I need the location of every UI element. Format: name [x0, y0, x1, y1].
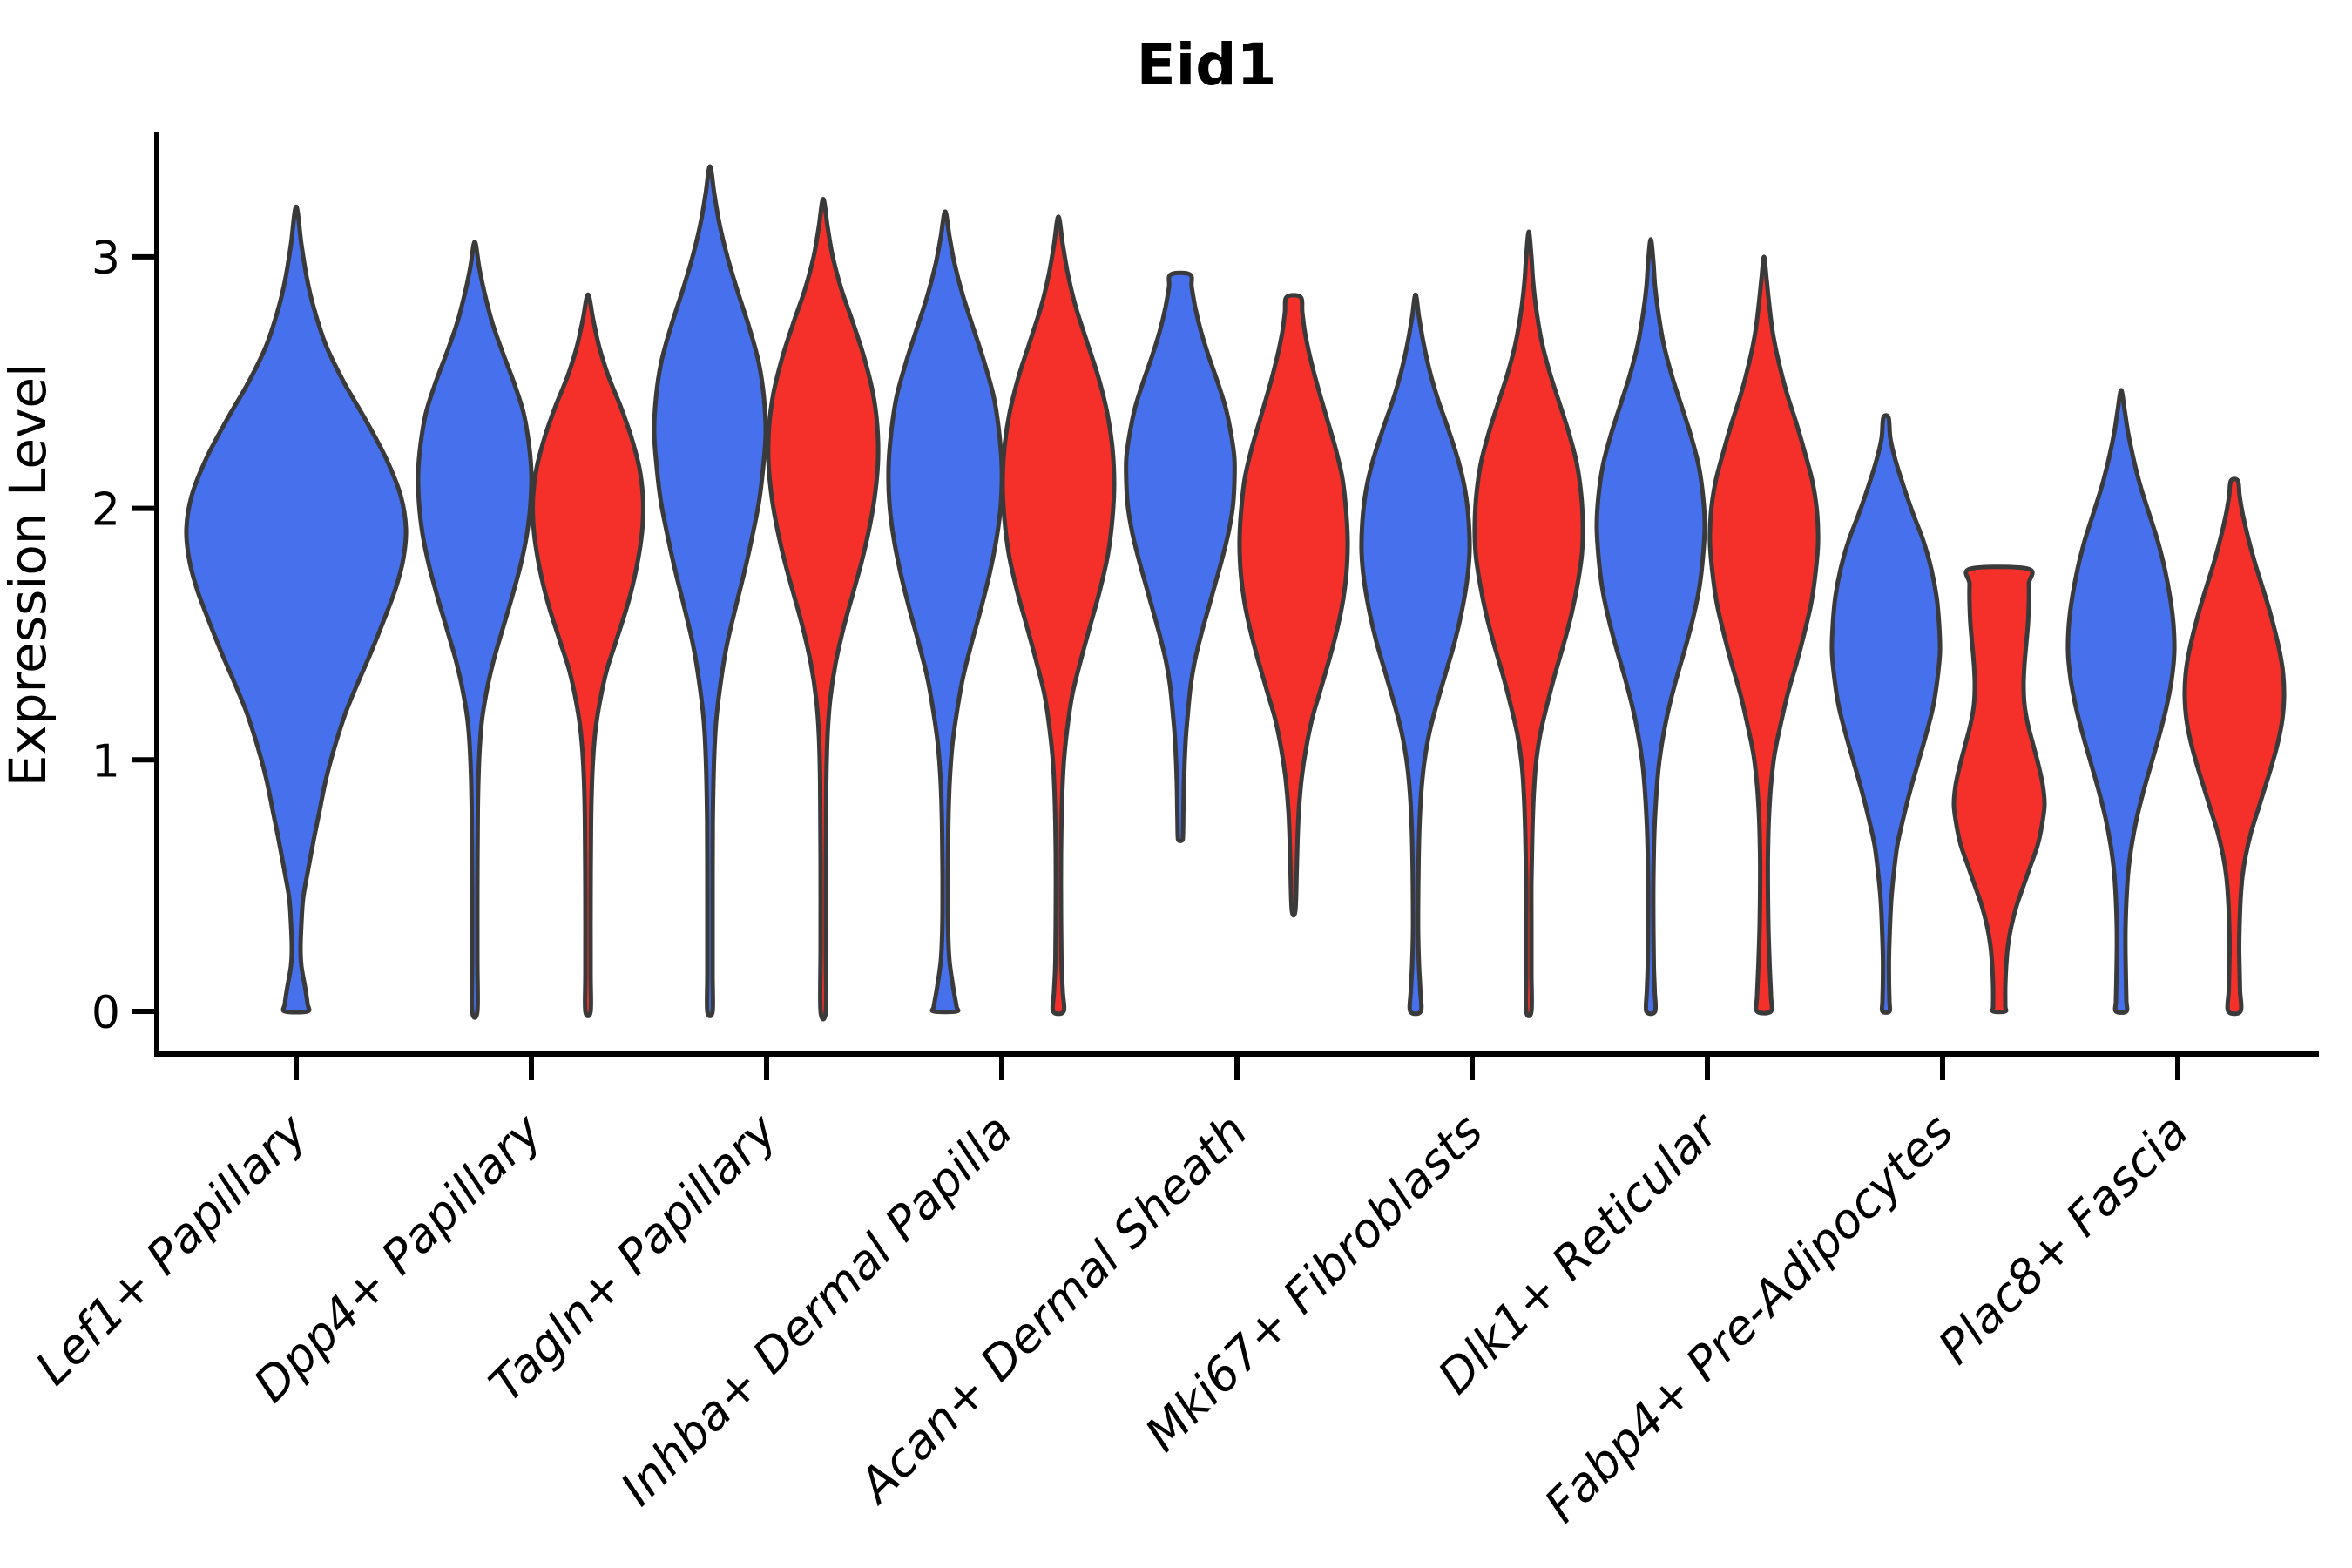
y-tick-label-3: 3: [91, 233, 120, 285]
chart-title: Eid1: [1137, 31, 1277, 98]
violin-dpp4-papillary-blue: [416, 240, 534, 1020]
axes-layer: [132, 132, 2319, 1080]
violin-tagln-papillary-blue: [652, 164, 768, 1018]
violin-inhba-dermal-papilla-red: [1000, 214, 1117, 1017]
violin-acan-dermal-sheath-blue: [1124, 270, 1237, 843]
y-tick-label-1: 1: [91, 735, 120, 787]
violin-plac8-fascia-blue: [2065, 388, 2177, 1015]
violin-mki67-fibroblasts-blue: [1359, 292, 1472, 1017]
violin-plac8-fascia-red: [2182, 476, 2287, 1017]
violins-layer: [184, 164, 2287, 1022]
violin-acan-dermal-sheath-red: [1237, 293, 1350, 918]
y-tick-label-0: 0: [91, 987, 120, 1039]
y-tick-label-2: 2: [91, 484, 120, 537]
violin-lef1-papillary-blue: [184, 204, 409, 1015]
violin-dlk1-reticular-red: [1707, 254, 1821, 1016]
violin-dpp4-papillary-red: [531, 292, 645, 1018]
violin-fabp4-pre-adipocytes-blue: [1829, 413, 1943, 1015]
violin-fabp4-pre-adipocytes-red: [1951, 564, 2047, 1015]
y-axis-label: Expression Level: [0, 363, 57, 787]
violin-mki67-fibroblasts-red: [1472, 229, 1585, 1018]
violin-dlk1-reticular-blue: [1594, 237, 1707, 1017]
violin-tagln-papillary-red: [766, 197, 881, 1022]
